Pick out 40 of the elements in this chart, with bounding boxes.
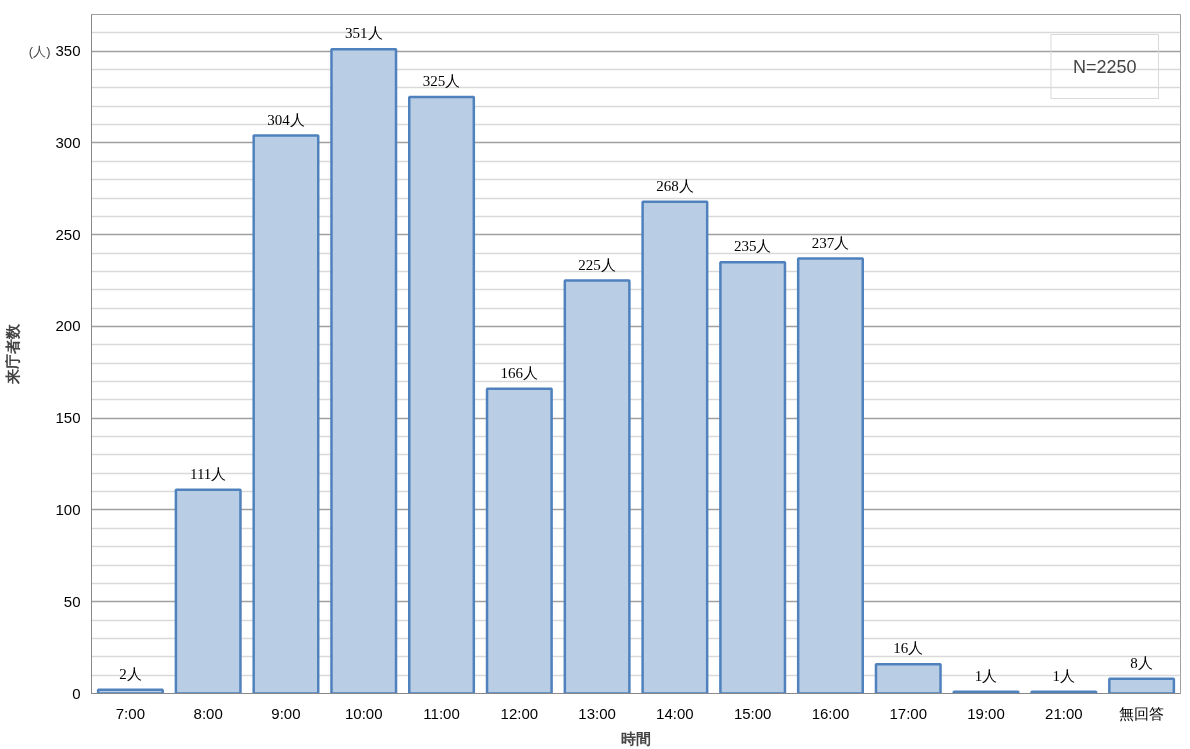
data-label: 1人: [1052, 667, 1076, 684]
data-label: 111人: [189, 465, 227, 482]
annotation: N=2250: [1072, 56, 1137, 77]
data-label: 16人: [893, 640, 924, 657]
x-tick-label: 11:00: [423, 704, 460, 722]
data-label: 237人: [811, 234, 850, 251]
y-tick-label: 350: [55, 42, 81, 60]
x-tick-label: 10:00: [344, 704, 383, 722]
x-axis-title: 時間: [621, 729, 651, 747]
data-label: 235人: [733, 238, 772, 255]
y-tick-label: 200: [55, 317, 81, 335]
x-tick-label: 15:00: [733, 704, 772, 722]
y-tick-label: 50: [63, 592, 81, 610]
x-tick-label: 12:00: [500, 704, 539, 722]
y-axis-title: 来庁者数: [3, 323, 21, 385]
data-label: 1人: [974, 667, 998, 684]
data-label: 2人: [119, 665, 142, 682]
data-label: 304人: [267, 111, 305, 128]
y-tick-label: 100: [55, 500, 81, 518]
x-tick-label: 無回答: [1119, 704, 1165, 722]
text: (人): [28, 43, 51, 59]
x-tick-label: 7:00: [115, 704, 145, 722]
x-tick-label: 9:00: [271, 704, 301, 722]
x-tick-label: 8:00: [193, 704, 223, 722]
data-label: 225人: [578, 256, 616, 273]
data-label: 351人: [345, 25, 383, 42]
x-tick-label: 19:00: [967, 704, 1005, 722]
x-tick-label: 13:00: [578, 704, 616, 722]
y-tick-label: 150: [55, 409, 81, 427]
data-label: 268人: [656, 177, 694, 194]
data-label: 325人: [422, 73, 461, 90]
data-label: 8人: [1130, 654, 1153, 671]
y-tick-label: 0: [72, 684, 81, 702]
y-tick-label: 250: [55, 225, 81, 243]
x-tick-label: 17:00: [889, 704, 928, 722]
y-tick-label: 300: [55, 133, 81, 151]
x-tick-label: 16:00: [811, 704, 850, 722]
x-tick-label: 21:00: [1045, 704, 1083, 722]
data-label: 166人: [500, 364, 539, 381]
x-tick-label: 14:00: [656, 704, 694, 722]
